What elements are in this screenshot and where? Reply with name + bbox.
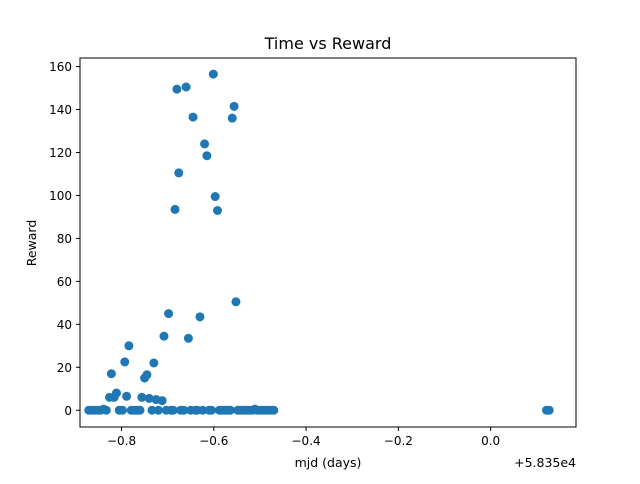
- data-point: [157, 396, 167, 406]
- data-point: [147, 405, 157, 415]
- chart-title: Time vs Reward: [264, 34, 392, 53]
- data-point: [269, 405, 279, 415]
- data-point: [208, 69, 218, 79]
- data-point: [200, 139, 210, 149]
- data-point: [153, 405, 163, 415]
- data-point: [229, 101, 239, 111]
- x-axis-offset-label: +5.835e4: [514, 455, 576, 470]
- x-tick-label: −0.2: [384, 434, 413, 448]
- data-point: [106, 369, 116, 379]
- data-point: [168, 405, 178, 415]
- y-axis-label: Reward: [24, 220, 39, 267]
- x-tick-label: 0.0: [481, 434, 500, 448]
- data-point: [183, 333, 193, 343]
- data-point: [170, 204, 180, 214]
- x-tick-label: −0.8: [107, 434, 136, 448]
- plot-area-frame: [79, 57, 577, 428]
- y-tick-label: 20: [57, 361, 72, 375]
- data-point: [144, 393, 154, 403]
- x-axis-ticks: −0.8 −0.6 −0.4 −0.2 0.0: [107, 427, 500, 448]
- data-point: [231, 297, 241, 307]
- data-point: [174, 168, 184, 178]
- data-point: [188, 112, 198, 122]
- data-point: [135, 405, 145, 415]
- data-point: [142, 370, 152, 380]
- data-point: [181, 82, 191, 92]
- data-point: [137, 392, 147, 402]
- data-point: [159, 331, 169, 341]
- y-tick-label: 60: [57, 275, 72, 289]
- y-tick-label: 80: [57, 232, 72, 246]
- data-point: [207, 405, 216, 415]
- data-point: [213, 206, 222, 215]
- data-point: [122, 391, 132, 401]
- data-point: [164, 309, 174, 319]
- data-point: [101, 405, 111, 415]
- data-point: [124, 341, 134, 351]
- data-point: [195, 312, 205, 322]
- data-point: [120, 357, 130, 367]
- data-point: [149, 358, 159, 368]
- data-point: [544, 405, 554, 415]
- data-point: [227, 113, 237, 123]
- data-point: [202, 151, 212, 161]
- y-tick-label: 0: [64, 404, 72, 418]
- data-point: [172, 84, 182, 94]
- y-tick-label: 140: [49, 103, 72, 117]
- data-point: [111, 388, 121, 398]
- data-point: [179, 405, 189, 415]
- x-axis-label: mjd (days): [295, 455, 362, 470]
- data-point: [210, 192, 220, 202]
- y-tick-label: 120: [49, 146, 72, 160]
- y-tick-label: 40: [57, 318, 72, 332]
- x-tick-label: −0.6: [199, 434, 228, 448]
- plot-points: [84, 69, 554, 415]
- y-tick-label: 160: [49, 60, 72, 74]
- data-point: [225, 405, 235, 415]
- x-tick-label: −0.4: [292, 434, 321, 448]
- data-point: [117, 405, 127, 415]
- y-tick-label: 100: [49, 189, 72, 203]
- data-point: [198, 405, 208, 415]
- y-axis-ticks: 0 20 40 60 80 100 120 140 160: [49, 60, 80, 418]
